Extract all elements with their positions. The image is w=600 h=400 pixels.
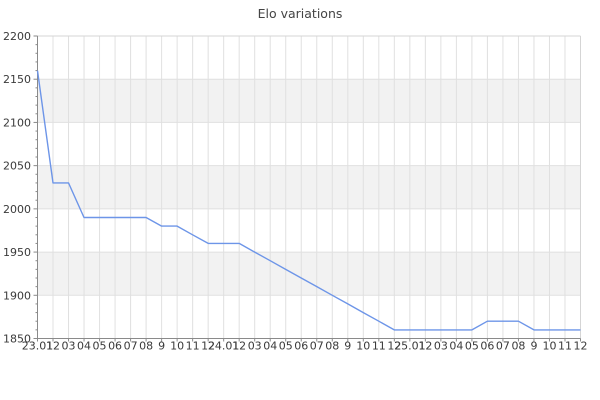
x-tick-label: 25.01 bbox=[394, 340, 426, 353]
x-tick-label: 12 bbox=[46, 340, 60, 353]
y-tick-label: 2100 bbox=[3, 116, 31, 129]
y-tick-label: 1900 bbox=[3, 289, 31, 302]
gridlines bbox=[37, 36, 581, 339]
x-tick-label: 9 bbox=[158, 340, 165, 353]
x-tick-label: 24.01 bbox=[208, 340, 240, 353]
x-tick-label: 03 bbox=[62, 340, 76, 353]
y-tick-label: 2150 bbox=[3, 73, 31, 86]
x-tick-label: 12 bbox=[201, 340, 215, 353]
x-tick-label: 12 bbox=[574, 340, 588, 353]
x-tick-label: 06 bbox=[480, 340, 494, 353]
elo-line-series bbox=[36, 70, 581, 331]
x-tick-label: 07 bbox=[124, 340, 138, 353]
x-tick-label: 08 bbox=[511, 340, 525, 353]
x-tick-label: 12 bbox=[387, 340, 401, 353]
x-tick-label: 04 bbox=[449, 340, 463, 353]
y-tick-label: 2200 bbox=[3, 30, 31, 43]
y-axis-tick-labels: 2200 2150 2100 2050 2000 1950 1900 1850 bbox=[3, 30, 31, 346]
x-tick-label: 06 bbox=[294, 340, 308, 353]
x-tick-label: 07 bbox=[310, 340, 324, 353]
x-tick-label: 07 bbox=[496, 340, 510, 353]
x-tick-label: 05 bbox=[93, 340, 107, 353]
chart-title: Elo variations bbox=[258, 6, 343, 21]
plot-borders bbox=[37, 35, 581, 339]
x-tick-label: 23.01 bbox=[22, 340, 54, 353]
shaded-band bbox=[37, 79, 581, 123]
x-tick-label: 08 bbox=[139, 340, 153, 353]
x-tick-label: 06 bbox=[108, 340, 122, 353]
y-tick-label: 2050 bbox=[3, 160, 31, 173]
x-tick-label: 05 bbox=[279, 340, 293, 353]
x-tick-label: 11 bbox=[186, 340, 200, 353]
x-tick-label: 9 bbox=[530, 340, 537, 353]
y-tick-label: 2000 bbox=[3, 203, 31, 216]
x-tick-label: 10 bbox=[170, 340, 184, 353]
x-tick-label: 12 bbox=[232, 340, 246, 353]
x-tick-label: 03 bbox=[248, 340, 262, 353]
x-tick-label: 10 bbox=[356, 340, 370, 353]
x-tick-label: 12 bbox=[418, 340, 432, 353]
y-tick-label: 1950 bbox=[3, 246, 31, 259]
x-tick-label: 10 bbox=[542, 340, 556, 353]
y-tick-label: 1850 bbox=[3, 333, 31, 346]
shaded-band bbox=[37, 165, 581, 209]
plot-background-bands bbox=[37, 79, 581, 296]
x-tick-label: 11 bbox=[558, 340, 572, 353]
x-tick-label: 11 bbox=[372, 340, 386, 353]
elo-line bbox=[36, 70, 581, 331]
x-tick-label: 04 bbox=[263, 340, 277, 353]
x-tick-label: 04 bbox=[77, 340, 91, 353]
shaded-band bbox=[37, 252, 581, 296]
x-tick-label: 9 bbox=[344, 340, 351, 353]
x-tick-label: 05 bbox=[465, 340, 479, 353]
axis-ticks bbox=[33, 35, 581, 342]
x-tick-label: 03 bbox=[434, 340, 448, 353]
x-tick-label: 08 bbox=[325, 340, 339, 353]
